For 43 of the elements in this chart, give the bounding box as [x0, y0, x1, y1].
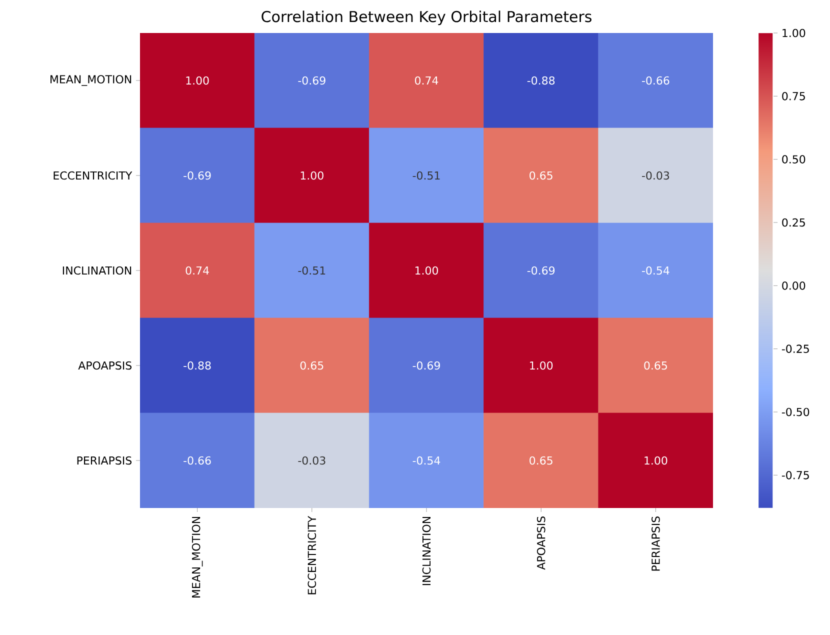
data-label: -0.54 [412, 456, 440, 465]
data-label: 1.00 [300, 171, 324, 180]
data-label: -0.66 [642, 76, 670, 85]
data-label: -0.88 [527, 76, 555, 85]
color-bar-label: 0.75 [782, 92, 805, 100]
x-tick-label: MEAN_MOTION [192, 516, 203, 598]
color-bar-label: -0.50 [782, 408, 810, 416]
data-label: -0.54 [642, 266, 670, 275]
data-label: 0.74 [414, 76, 438, 85]
color-bar-label: 0.25 [782, 218, 805, 227]
data-label: 1.00 [644, 456, 668, 465]
data-label: -0.03 [642, 171, 670, 180]
data-label: -0.51 [298, 266, 326, 275]
x-tick-label: ECCENTRICITY [308, 516, 316, 594]
chart-title: Correlation Between Key Orbital Parameters [262, 10, 592, 26]
data-label: 1.00 [415, 266, 438, 275]
y-tick-label: APOAPSIS [78, 361, 132, 370]
color-bar-label: 0.50 [782, 155, 806, 164]
y-tick-label: ECCENTRICITY [54, 171, 132, 180]
data-label: 0.65 [530, 456, 552, 465]
data-label: 0.65 [300, 361, 324, 370]
color-bar-label: -0.75 [782, 471, 809, 480]
color-bar-label: -0.25 [782, 344, 809, 353]
color-bar-label: 0.00 [782, 282, 806, 290]
data-label: -0.69 [527, 266, 555, 275]
data-label: -0.69 [412, 361, 440, 370]
data-label: 1.00 [530, 361, 553, 370]
data-label: -0.69 [184, 171, 211, 180]
data-label: -0.69 [298, 76, 326, 85]
color-bar-label: 1.00 [782, 28, 806, 38]
data-label: -0.51 [412, 171, 440, 180]
y-tick-label: PERIAPSIS [77, 456, 132, 465]
y-tick-label: MEAN_MOTION [50, 75, 132, 86]
x-tick-label: INCLINATION [422, 516, 431, 586]
data-label: 0.65 [644, 361, 667, 370]
x-tick-label: PERIAPSIS [652, 516, 660, 571]
y-tick-label: INCLINATION [62, 266, 132, 275]
x-tick-label: APOAPSIS [536, 516, 546, 570]
data-label: 0.74 [186, 266, 209, 275]
data-label: -0.66 [184, 456, 211, 465]
data-label: 1.00 [186, 76, 209, 85]
data-label: -0.88 [184, 361, 211, 370]
data-label: 0.65 [530, 171, 552, 180]
